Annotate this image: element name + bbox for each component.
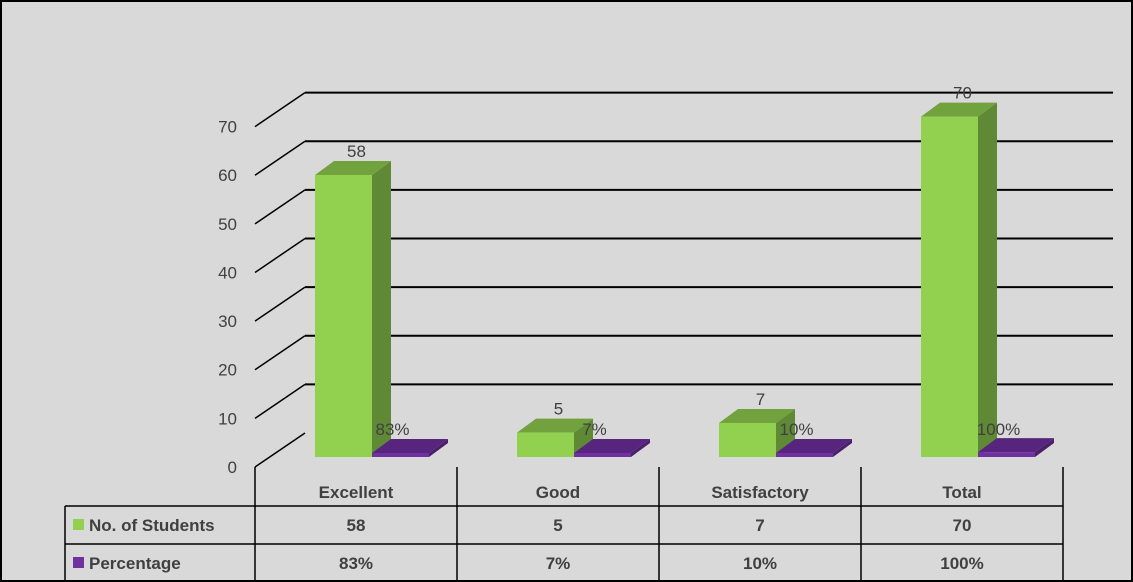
table-cell-value: 7 [755, 516, 764, 535]
table-cell-value: 5 [553, 516, 562, 535]
y-tick-label: 30 [218, 312, 237, 331]
data-table: Excellent Good Satisfactory Total No. of Stu… [64, 467, 1064, 582]
gridline-diagonal [254, 91, 306, 128]
legend-swatch [73, 519, 84, 530]
data-label: 58 [347, 142, 366, 161]
bar-students [517, 418, 593, 457]
data-label: 70 [953, 84, 972, 103]
bars: 58 83% 5 7% 7 10% 70 100% [315, 84, 1054, 458]
gridline-diagonal [254, 189, 306, 225]
gridline-diagonal [254, 237, 306, 274]
gridline-diagonal [254, 140, 306, 176]
y-tick-label: 40 [218, 263, 237, 282]
data-label: 100% [977, 420, 1020, 439]
legend-label: No. of Students [89, 516, 215, 535]
table-cell-value: 10% [743, 554, 777, 573]
y-axis-labels: 0 10 20 30 40 50 60 70 [218, 118, 237, 477]
y-tick-label: 60 [218, 166, 237, 185]
data-label: 10% [779, 420, 813, 439]
bar-students [315, 160, 391, 458]
bar-percentage [372, 438, 448, 457]
table-cell-value: 58 [347, 516, 366, 535]
x-tick-label: Good [536, 483, 580, 502]
table-cell-value: 70 [953, 516, 972, 535]
gridline-diagonal [254, 335, 306, 371]
table-cell-value: 7% [546, 554, 571, 573]
y-tick-label: 20 [218, 361, 237, 380]
y-tick-label: 10 [218, 409, 237, 428]
bar-students [921, 102, 997, 457]
bar-percentage [978, 438, 1054, 457]
data-label: 83% [375, 420, 409, 439]
y-tick-label: 0 [228, 458, 237, 477]
table-cell-value: 100% [940, 554, 983, 573]
x-tick-label: Excellent [319, 483, 394, 502]
y-tick-label: 50 [218, 215, 237, 234]
legend-swatch [73, 557, 84, 568]
legend-label: Percentage [89, 554, 181, 573]
bar-percentage [776, 439, 852, 457]
gridline-diagonal [254, 286, 306, 322]
table-cell-value: 83% [339, 554, 373, 573]
x-tick-label: Total [942, 483, 981, 502]
data-label: 5 [554, 400, 563, 419]
data-label: 7 [756, 390, 765, 409]
gridline-diagonal [254, 432, 306, 468]
y-tick-label: 70 [218, 118, 237, 137]
bar-students [719, 408, 795, 457]
x-tick-label: Satisfactory [711, 483, 809, 502]
gridline-diagonal [254, 383, 306, 419]
bar-percentage [574, 439, 650, 457]
data-label: 7% [582, 420, 607, 439]
